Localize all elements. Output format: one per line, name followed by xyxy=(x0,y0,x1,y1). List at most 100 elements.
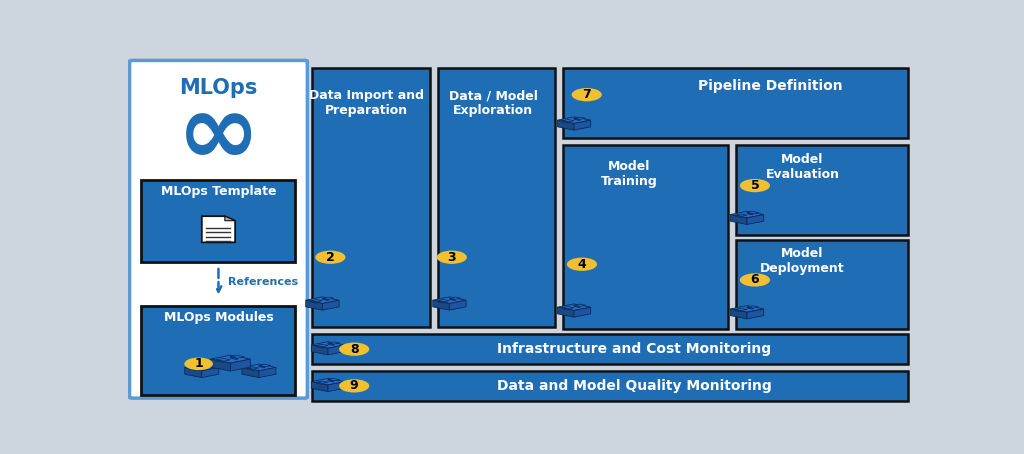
Text: Infrastructure and Cost Monitoring: Infrastructure and Cost Monitoring xyxy=(497,342,771,356)
Polygon shape xyxy=(735,214,748,216)
Polygon shape xyxy=(259,365,265,368)
Polygon shape xyxy=(562,306,574,309)
Polygon shape xyxy=(316,344,328,347)
Polygon shape xyxy=(735,215,741,217)
Polygon shape xyxy=(311,341,345,348)
Polygon shape xyxy=(202,364,214,367)
Polygon shape xyxy=(247,367,259,369)
Polygon shape xyxy=(230,355,245,358)
Text: Model
Training: Model Training xyxy=(601,160,658,188)
Text: MLOps: MLOps xyxy=(179,78,258,98)
Text: Data and Model Quality Monitoring: Data and Model Quality Monitoring xyxy=(497,379,771,393)
Polygon shape xyxy=(557,304,591,311)
Polygon shape xyxy=(574,118,580,121)
Text: Model
Evaluation: Model Evaluation xyxy=(766,153,840,181)
Polygon shape xyxy=(259,367,275,378)
Text: 7: 7 xyxy=(583,88,591,101)
Polygon shape xyxy=(748,212,753,215)
Polygon shape xyxy=(328,380,334,382)
Polygon shape xyxy=(311,345,328,355)
Polygon shape xyxy=(574,120,591,130)
Polygon shape xyxy=(450,298,456,301)
FancyBboxPatch shape xyxy=(141,180,296,262)
Polygon shape xyxy=(230,357,238,360)
Polygon shape xyxy=(259,364,270,367)
Text: References: References xyxy=(228,276,298,287)
Text: MLOps Template: MLOps Template xyxy=(161,185,276,198)
Circle shape xyxy=(740,179,770,192)
Text: Data Import and
Preparation: Data Import and Preparation xyxy=(308,89,424,117)
Polygon shape xyxy=(323,297,334,300)
FancyBboxPatch shape xyxy=(312,69,430,327)
Polygon shape xyxy=(316,345,323,348)
Text: 6: 6 xyxy=(751,273,759,286)
Circle shape xyxy=(339,379,370,393)
Polygon shape xyxy=(748,215,764,224)
Circle shape xyxy=(740,273,770,286)
Polygon shape xyxy=(242,367,259,378)
Circle shape xyxy=(567,257,597,271)
Polygon shape xyxy=(210,355,251,363)
Polygon shape xyxy=(323,298,329,301)
Polygon shape xyxy=(202,216,236,242)
Polygon shape xyxy=(748,306,759,308)
FancyBboxPatch shape xyxy=(312,371,908,400)
Polygon shape xyxy=(316,381,328,383)
Polygon shape xyxy=(328,345,345,355)
FancyBboxPatch shape xyxy=(736,240,908,329)
Polygon shape xyxy=(574,117,586,119)
Text: ∞: ∞ xyxy=(177,88,260,185)
Text: 4: 4 xyxy=(578,258,587,271)
FancyBboxPatch shape xyxy=(563,145,728,329)
Polygon shape xyxy=(433,300,450,310)
Polygon shape xyxy=(306,300,323,310)
Polygon shape xyxy=(328,342,340,344)
Text: 2: 2 xyxy=(326,251,335,264)
Polygon shape xyxy=(748,212,759,214)
Polygon shape xyxy=(574,304,586,306)
Polygon shape xyxy=(189,367,202,369)
Text: 3: 3 xyxy=(447,251,456,264)
Polygon shape xyxy=(437,301,443,303)
Circle shape xyxy=(339,342,370,356)
Polygon shape xyxy=(306,297,339,304)
Text: Data / Model
Exploration: Data / Model Exploration xyxy=(449,89,538,117)
Polygon shape xyxy=(450,297,461,300)
Polygon shape xyxy=(225,216,236,221)
Polygon shape xyxy=(316,382,323,385)
FancyBboxPatch shape xyxy=(130,60,307,398)
FancyBboxPatch shape xyxy=(563,69,908,138)
Polygon shape xyxy=(328,379,340,381)
FancyBboxPatch shape xyxy=(312,334,908,364)
Polygon shape xyxy=(557,117,591,123)
Polygon shape xyxy=(230,359,251,371)
Text: 8: 8 xyxy=(350,343,358,355)
FancyBboxPatch shape xyxy=(437,69,555,327)
Circle shape xyxy=(184,358,213,370)
Polygon shape xyxy=(730,306,764,312)
Polygon shape xyxy=(748,309,764,319)
Polygon shape xyxy=(328,382,345,392)
Polygon shape xyxy=(184,364,219,371)
Polygon shape xyxy=(247,368,253,370)
Text: Pipeline Definition: Pipeline Definition xyxy=(697,79,843,93)
Polygon shape xyxy=(210,359,230,371)
Polygon shape xyxy=(748,307,753,309)
Polygon shape xyxy=(202,365,208,368)
Polygon shape xyxy=(450,300,466,310)
Polygon shape xyxy=(242,364,275,371)
Polygon shape xyxy=(574,307,591,317)
Polygon shape xyxy=(735,308,748,311)
Polygon shape xyxy=(184,367,202,378)
Circle shape xyxy=(315,251,345,264)
Polygon shape xyxy=(311,378,345,385)
Polygon shape xyxy=(437,300,450,302)
Polygon shape xyxy=(730,211,764,218)
Polygon shape xyxy=(735,310,741,312)
Text: 1: 1 xyxy=(195,357,203,370)
Polygon shape xyxy=(562,308,568,310)
Polygon shape xyxy=(310,300,323,302)
Polygon shape xyxy=(202,367,219,378)
Polygon shape xyxy=(216,358,230,361)
Polygon shape xyxy=(562,121,568,123)
